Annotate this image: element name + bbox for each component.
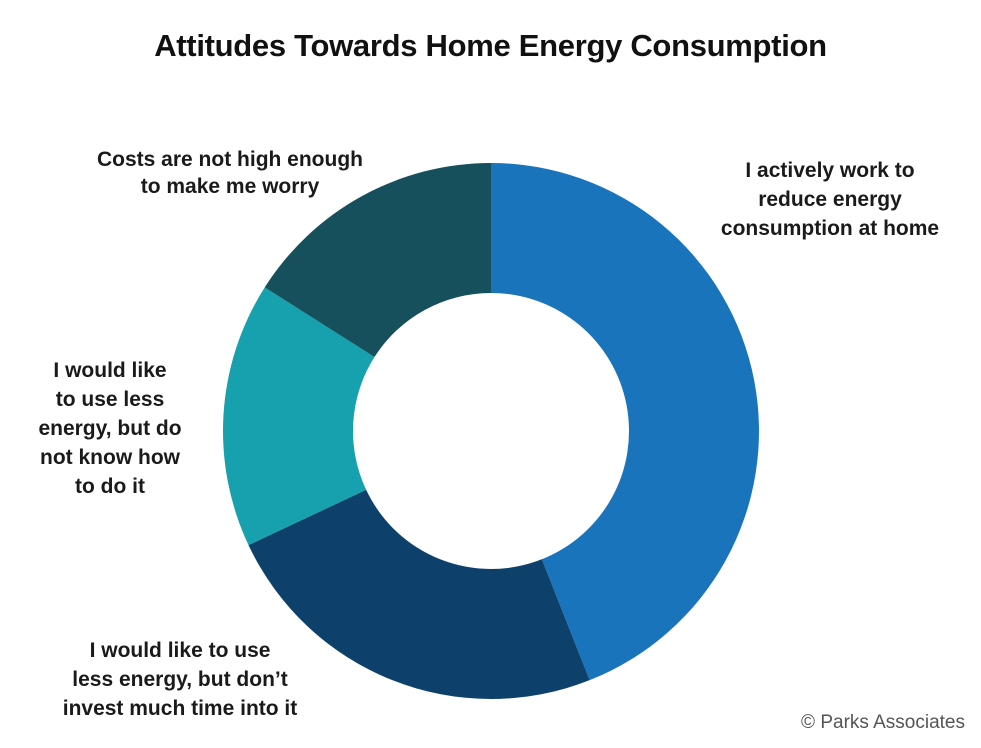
slice-no-time (248, 489, 590, 699)
slice-label-line: consumption at home (720, 217, 940, 240)
slice-label-actively-reduce: I actively work to reduce energy consumpti… (690, 156, 970, 243)
slice-label-line: to use less (55, 388, 165, 411)
slice-label-line: I would like (53, 359, 167, 382)
slice-label-line: less energy, but don’t (72, 668, 288, 691)
slice-label-line: to make me worry (140, 175, 320, 198)
slice-label-costs-not-high: Costs are not high enough to make me worr… (40, 146, 420, 200)
slice-label-line: energy, but do (38, 417, 182, 440)
chart-title: Attitudes Towards Home Energy Consumptio… (154, 28, 827, 63)
slice-label-line: invest much time into it (62, 697, 298, 720)
slice-label-line: not know how (40, 446, 180, 469)
slice-label-line: I actively work to (745, 159, 915, 182)
slice-dont-know-how (223, 287, 375, 546)
slice-label-line: Costs are not high enough (97, 148, 363, 171)
slice-costs-not-high (264, 163, 491, 358)
slice-label-dont-know-how: I would like to use less energy, but do not… (0, 356, 220, 501)
slice-actively-reduce (491, 163, 760, 681)
slice-label-line: reduce energy (758, 188, 902, 211)
slice-label-line: to do it (75, 475, 145, 498)
slice-label-line: I would like to use (89, 639, 271, 662)
copyright-notice: © Parks Associates (801, 712, 965, 733)
slice-label-no-time: I would like to use less energy, but don’… (30, 636, 330, 723)
